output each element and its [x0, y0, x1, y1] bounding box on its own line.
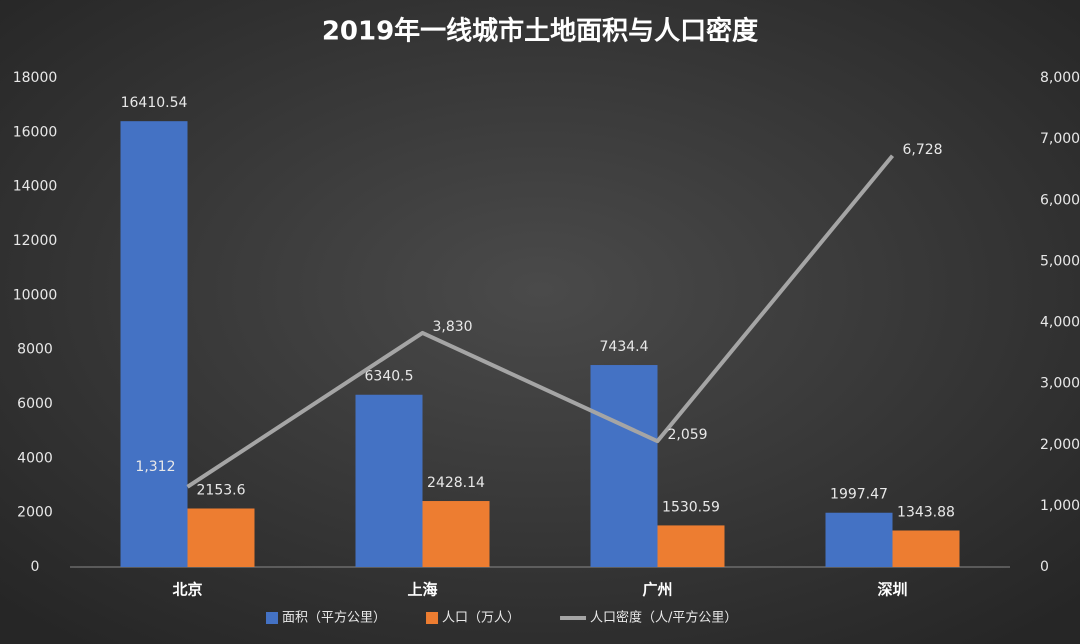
y2-tick-label: 8,000: [1040, 70, 1080, 86]
y2-tick-label: 5,000: [1040, 253, 1080, 269]
y2-tick-label: 2,000: [1040, 437, 1080, 453]
y-tick-label: 18000: [13, 70, 58, 86]
y2-tick-label: 6,000: [1040, 192, 1080, 208]
legend-swatch: [266, 612, 278, 624]
line: [186, 154, 895, 489]
x-tick-label: 北京: [172, 581, 202, 599]
line-value-label: 2,059: [668, 427, 708, 443]
y-tick-label: 2000: [17, 505, 53, 521]
x-tick-label: 广州: [642, 581, 672, 599]
x-tick-label: 深圳: [877, 581, 907, 599]
bar-value-label: 6340.5: [365, 369, 414, 385]
y2-tick-label: 4,000: [1040, 315, 1080, 331]
y-tick-label: 12000: [13, 233, 58, 249]
bar-value-label: 2428.14: [427, 475, 485, 491]
line-value-label: 1,312: [135, 459, 175, 475]
legend-swatch: [426, 612, 439, 624]
chart-title: 2019年一线城市土地面积与人口密度: [322, 16, 758, 47]
bar-value-label: 7434.4: [600, 339, 649, 355]
y2-tick-label: 7,000: [1040, 131, 1080, 147]
y-tick-label: 0: [31, 559, 40, 575]
y-tick-label: 16000: [13, 124, 58, 140]
bar-value-label: 2153.6: [197, 482, 246, 498]
bar-value-label: 1997.47: [830, 487, 888, 503]
y-tick-label: 10000: [13, 287, 58, 303]
bar-value-label: 1530.59: [662, 499, 720, 515]
bar: [590, 365, 658, 567]
bar: [825, 512, 893, 567]
bar: [120, 121, 188, 567]
bar: [892, 530, 960, 567]
x-tick-label: 上海: [407, 581, 437, 599]
legend-label: 面积（平方公里）: [282, 610, 386, 626]
bar: [355, 394, 423, 567]
bar: [657, 525, 725, 567]
legend-label: 人口密度（人/平方公里）: [590, 610, 737, 626]
line-value-label: 3,830: [433, 319, 473, 335]
line-value-label: 6,728: [903, 142, 943, 158]
y2-tick-label: 1,000: [1040, 498, 1080, 514]
bar: [187, 508, 255, 567]
y-tick-label: 8000: [17, 342, 53, 358]
y-tick-label: 4000: [17, 450, 53, 466]
legend-label: 人口（万人）: [442, 611, 520, 626]
bar-value-label: 1343.88: [897, 504, 955, 520]
y-tick-label: 14000: [13, 179, 58, 195]
y2-tick-label: 3,000: [1040, 376, 1080, 392]
bar-value-label: 16410.54: [121, 95, 188, 111]
y2-tick-label: 0: [1040, 559, 1049, 575]
bar: [422, 501, 490, 567]
y-tick-label: 6000: [17, 396, 53, 412]
